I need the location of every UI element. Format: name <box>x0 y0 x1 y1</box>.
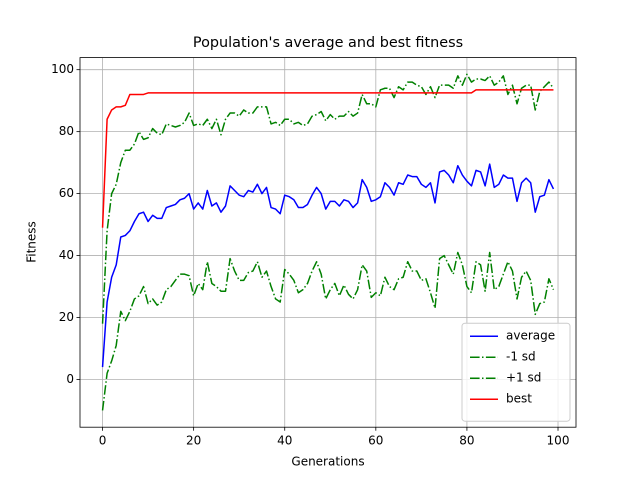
x-tick-label: 20 <box>186 434 201 448</box>
y-axis-label: Fitness <box>25 221 39 263</box>
x-tick-label: 40 <box>277 434 292 448</box>
y-tick-label: 0 <box>66 372 74 386</box>
x-tick-label: 0 <box>99 434 107 448</box>
x-tick-label: 100 <box>547 434 570 448</box>
y-tick-label: 40 <box>59 248 74 262</box>
plot-frame <box>79 57 577 428</box>
series-line <box>101 73 555 324</box>
x-axis-label: Generations <box>291 455 364 469</box>
legend: average -1 sd +1 sd best <box>461 322 571 422</box>
legend-box <box>461 322 571 422</box>
x-tick-label: 80 <box>459 434 474 448</box>
y-tick-label: 100 <box>51 62 74 76</box>
series-line <box>101 251 555 411</box>
legend-label: +1 sd <box>506 371 541 385</box>
legend-label: best <box>506 392 532 406</box>
x-tick-label: 60 <box>368 434 383 448</box>
legend-label: -1 sd <box>506 350 536 364</box>
y-tick-label: 20 <box>59 310 74 324</box>
series-line <box>101 89 554 228</box>
chart-title: Population's average and best fitness <box>193 35 463 51</box>
y-tick-label: 60 <box>59 186 74 200</box>
y-tick-label: 80 <box>59 124 74 138</box>
series-line <box>101 163 555 368</box>
legend-label: average <box>506 329 555 343</box>
